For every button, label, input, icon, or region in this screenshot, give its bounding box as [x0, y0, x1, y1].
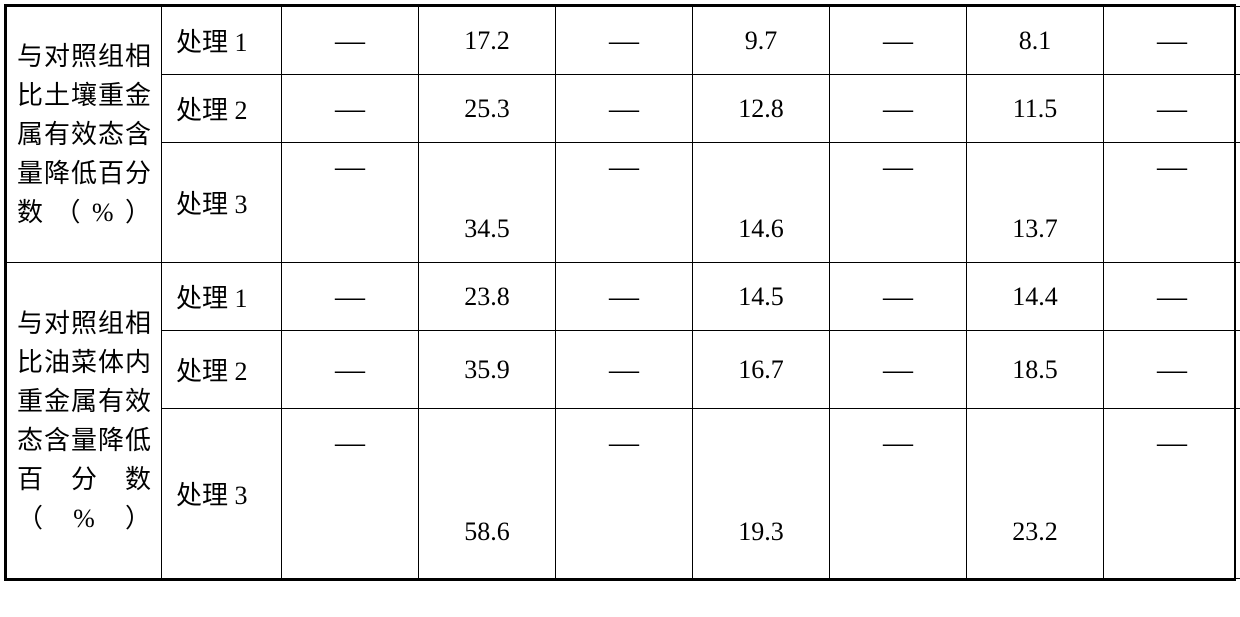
value-cell: 16.7	[693, 331, 830, 409]
dash-cell: —	[830, 409, 967, 579]
dash-cell: —	[282, 143, 419, 263]
value-cell: 14.5	[693, 263, 830, 331]
table-row: 处理 2—35.9—16.7—18.5—	[7, 331, 1240, 409]
treatment-label: 处理 1	[162, 263, 282, 331]
value-cell: 23.8	[419, 263, 556, 331]
table-row: 处理 2—25.3—12.8—11.5—	[7, 75, 1240, 143]
dash-icon: —	[556, 409, 692, 477]
dash-cell: —	[1104, 7, 1240, 75]
value-text: 58.6	[419, 485, 555, 578]
dash-cell: —	[1104, 263, 1240, 331]
dash-cell: —	[282, 7, 419, 75]
value-cell: 19.3	[693, 409, 830, 579]
dash-cell: —	[1104, 331, 1240, 409]
value-cell: 13.7	[967, 143, 1104, 263]
dash-icon: —	[282, 409, 418, 477]
dash-cell: —	[556, 7, 693, 75]
dash-cell: —	[830, 75, 967, 143]
treatment-label: 处理 1	[162, 7, 282, 75]
value-cell: 12.8	[693, 75, 830, 143]
table-row: 与对照组相比油菜体内重金属有效态含量降低百分数（%）处理 1—23.8—14.5…	[7, 263, 1240, 331]
dash-cell: —	[282, 331, 419, 409]
treatment-label: 处理 3	[162, 143, 282, 263]
value-cell: 58.6	[419, 409, 556, 579]
dash-icon: —	[1104, 143, 1240, 191]
value-cell: 8.1	[967, 7, 1104, 75]
value-cell: 11.5	[967, 75, 1104, 143]
dash-cell: —	[282, 75, 419, 143]
value-text: 14.6	[693, 197, 829, 262]
dash-cell: —	[556, 409, 693, 579]
group-label: 与对照组相比油菜体内重金属有效态含量降低百分数（%）	[7, 263, 162, 579]
value-cell: 14.4	[967, 263, 1104, 331]
dash-icon: —	[556, 143, 692, 191]
table: 与对照组相比土壤重金属有效态含量降低百分数（%）处理 1—17.2—9.7—8.…	[6, 6, 1240, 579]
dash-icon: —	[1104, 409, 1240, 477]
dash-cell: —	[1104, 143, 1240, 263]
dash-cell: —	[1104, 409, 1240, 579]
table-row: 处理 3—58.6—19.3—23.2—	[7, 409, 1240, 579]
value-cell: 9.7	[693, 7, 830, 75]
treatment-label: 处理 2	[162, 331, 282, 409]
value-text: 34.5	[419, 197, 555, 262]
value-cell: 18.5	[967, 331, 1104, 409]
table-row: 与对照组相比土壤重金属有效态含量降低百分数（%）处理 1—17.2—9.7—8.…	[7, 7, 1240, 75]
data-table: 与对照组相比土壤重金属有效态含量降低百分数（%）处理 1—17.2—9.7—8.…	[4, 4, 1236, 581]
dash-cell: —	[282, 263, 419, 331]
value-text: 19.3	[693, 485, 829, 578]
dash-icon: —	[830, 409, 966, 477]
group-label: 与对照组相比土壤重金属有效态含量降低百分数（%）	[7, 7, 162, 263]
treatment-label: 处理 2	[162, 75, 282, 143]
dash-cell: —	[1104, 75, 1240, 143]
value-text: 23.2	[967, 485, 1103, 578]
dash-icon: —	[282, 143, 418, 191]
dash-cell: —	[830, 7, 967, 75]
value-cell: 34.5	[419, 143, 556, 263]
dash-cell: —	[282, 409, 419, 579]
dash-icon: —	[830, 143, 966, 191]
value-cell: 14.6	[693, 143, 830, 263]
value-cell: 35.9	[419, 331, 556, 409]
value-cell: 17.2	[419, 7, 556, 75]
value-cell: 25.3	[419, 75, 556, 143]
dash-cell: —	[556, 143, 693, 263]
dash-cell: —	[556, 75, 693, 143]
dash-cell: —	[556, 263, 693, 331]
value-text: 13.7	[967, 197, 1103, 262]
dash-cell: —	[830, 263, 967, 331]
treatment-label: 处理 3	[162, 409, 282, 579]
value-cell: 23.2	[967, 409, 1104, 579]
table-row: 处理 3—34.5—14.6—13.7—	[7, 143, 1240, 263]
dash-cell: —	[830, 143, 967, 263]
dash-cell: —	[830, 331, 967, 409]
dash-cell: —	[556, 331, 693, 409]
